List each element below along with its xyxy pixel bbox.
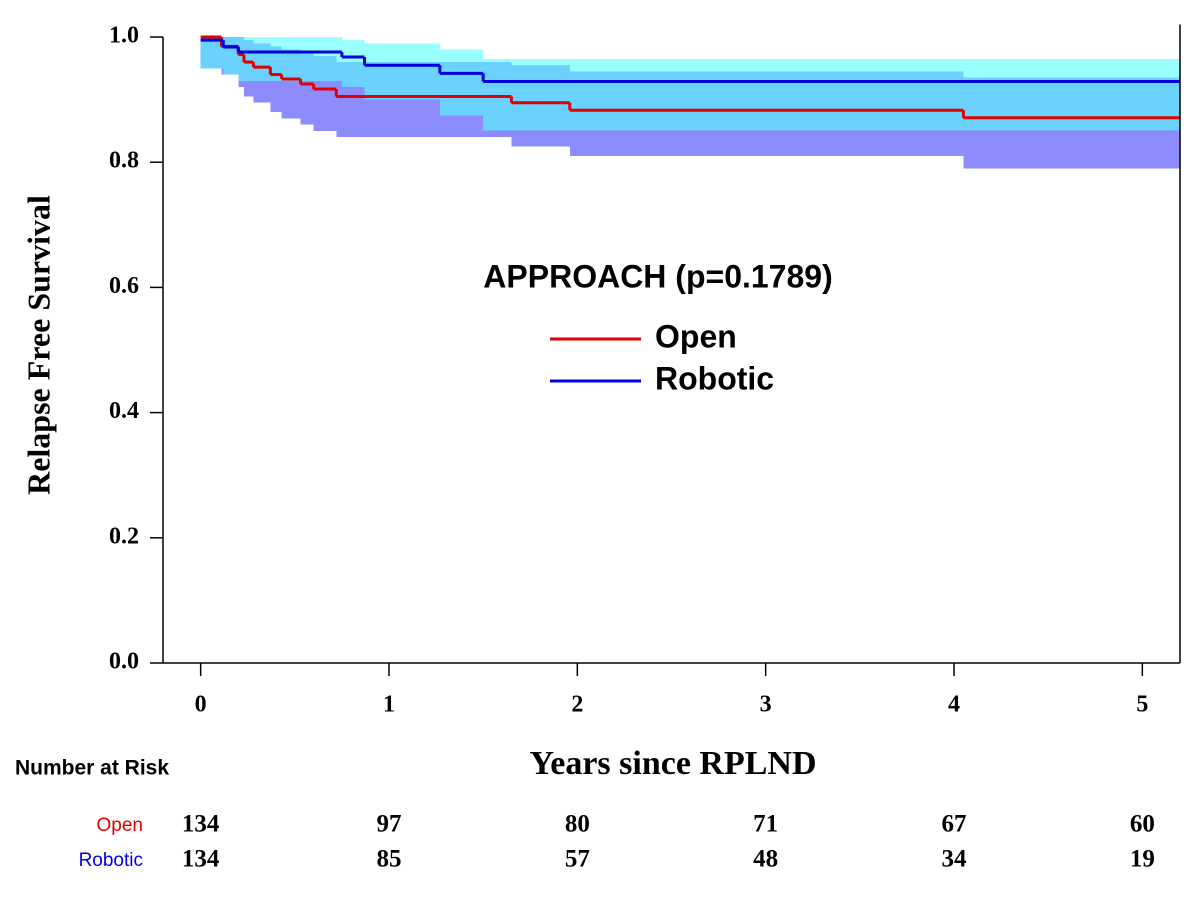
y-tick-label: 0.4: [109, 398, 139, 424]
risk-table-title: Number at Risk: [15, 757, 169, 780]
x-tick-label: 2: [571, 692, 583, 718]
x-axis-label: Years since RPLND: [529, 745, 816, 782]
confidence-band: [341, 40, 365, 88]
confidence-band: [439, 49, 484, 116]
x-tick-label: 4: [948, 692, 960, 718]
x-tick-label: 0: [195, 692, 207, 718]
bands: [200, 37, 1181, 169]
y-tick-label: 0.6: [109, 273, 139, 299]
risk-count: 34: [942, 846, 968, 873]
x-tick-label: 3: [760, 692, 772, 718]
risk-count: 80: [565, 811, 590, 838]
risk-count: 71: [753, 811, 778, 838]
risk-count: 134: [182, 811, 220, 838]
axes: 0.0 0.2 0.4 0.6 0.8 1.0 0 1 2 3 4 5: [109, 23, 1181, 718]
risk-row-label: Open: [97, 815, 143, 836]
risk-count: 134: [182, 846, 220, 873]
x-tick-label: 5: [1136, 692, 1148, 718]
confidence-band: [223, 37, 239, 75]
y-tick-label: 0.8: [109, 148, 139, 174]
risk-count: 19: [1130, 846, 1155, 873]
y-tick-label: 0.0: [109, 649, 139, 675]
lines: [200, 35, 1180, 120]
risk-count: 57: [565, 846, 590, 873]
legend-label: Open: [655, 318, 737, 354]
risk-count: 97: [377, 811, 402, 838]
legend-title: APPROACH (p=0.1789): [483, 258, 832, 294]
y-tick-label: 0.2: [109, 523, 139, 549]
confidence-band: [238, 37, 342, 81]
risk-count: 67: [942, 811, 967, 838]
confidence-band: [200, 37, 224, 69]
risk-count: 60: [1130, 811, 1155, 838]
y-tick-label: 1.0: [109, 23, 139, 49]
legend-label: Robotic: [655, 360, 774, 396]
y-axis-label: Relapse Free Survival: [20, 195, 56, 495]
confidence-band: [364, 43, 440, 100]
risk-count: 48: [753, 846, 778, 873]
risk-count: 85: [377, 846, 402, 873]
x-tick-label: 1: [383, 692, 395, 718]
confidence-band: [483, 58, 1181, 131]
risk-row-label: Robotic: [79, 850, 143, 871]
